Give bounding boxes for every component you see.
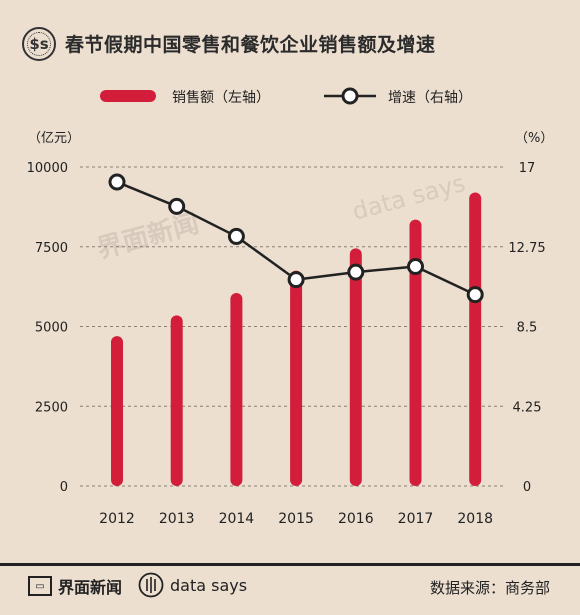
brand-datasays: data says: [138, 572, 247, 598]
legend: 销售额（左轴） 增速（右轴）: [0, 84, 580, 108]
x-tick-label: 2018: [457, 511, 493, 527]
growth-point-2014: [227, 227, 245, 245]
data-source: 数据来源：商务部: [429, 579, 550, 597]
bar-2015: [290, 270, 303, 486]
datasays-logo-icon: [138, 572, 164, 598]
brand-datasays-text: data says: [170, 575, 248, 595]
right-tick-label: 8.5: [517, 321, 538, 336]
left-axis-unit-label: （亿元）: [28, 131, 80, 146]
watermark-jiemian: 界面新闻: [94, 208, 202, 265]
left-tick-label: 5000: [35, 321, 68, 336]
right-axis-unit-label: （%）: [515, 131, 553, 146]
growth-point-2016: [347, 263, 365, 281]
growth-point-2012: [108, 173, 126, 191]
growth-point-2013: [168, 197, 186, 215]
x-tick-label: 2017: [398, 511, 434, 527]
legend-line-label: 增速（右轴）: [388, 90, 472, 106]
left-tick-label: 10000: [27, 161, 68, 176]
chart-title: 春节假期中国零售和餐饮企业销售额及增速: [65, 34, 436, 56]
right-tick-label: 0: [523, 480, 531, 495]
legend-bar-swatch: [100, 90, 156, 102]
bar-2017: [409, 219, 422, 486]
right-tick-label: 12.75: [508, 241, 545, 256]
right-tick-label: 17: [519, 161, 536, 176]
footer-divider: [0, 563, 580, 566]
brand-jiemian: ▭ 界面新闻: [28, 574, 122, 598]
x-tick-label: 2016: [338, 511, 374, 527]
coin-icon-glyph: $s: [29, 35, 49, 53]
bar-2016: [349, 248, 362, 486]
growth-point-2018: [466, 286, 484, 304]
bar-2012: [111, 336, 123, 486]
legend-line-swatch: [324, 87, 376, 105]
right-tick-label: 4.25: [513, 400, 542, 415]
x-tick-label: 2015: [278, 511, 314, 527]
bar-2013: [170, 315, 183, 486]
footer: ▭ 界面新闻 data says 数据来源：商务部: [0, 570, 580, 610]
growth-point-2017: [407, 257, 424, 275]
chart-header: $s 春节假期中国零售和餐饮企业销售额及增速: [0, 0, 580, 90]
coin-dollar-icon: $s: [22, 27, 56, 61]
left-tick-label: 7500: [35, 241, 68, 256]
legend-bar-label: 销售额（左轴）: [172, 90, 270, 106]
x-tick-label: 2013: [159, 511, 195, 527]
brand-jiemian-text: 界面新闻: [58, 578, 123, 597]
watermark-datasays: data says: [349, 169, 468, 226]
growth-point-2015: [287, 271, 305, 289]
left-tick-label: 2500: [35, 400, 68, 415]
left-tick-label: 0: [60, 480, 68, 495]
bar-2018: [469, 192, 482, 486]
x-tick-label: 2012: [99, 511, 135, 527]
bar-2014: [230, 293, 243, 486]
jiemian-logo-icon: ▭: [28, 576, 52, 596]
x-tick-label: 2014: [219, 511, 255, 527]
combo-chart: 界面新闻 data says （亿元） （%） 0 2500 5000 7500 10000 0 4…: [27, 131, 554, 527]
